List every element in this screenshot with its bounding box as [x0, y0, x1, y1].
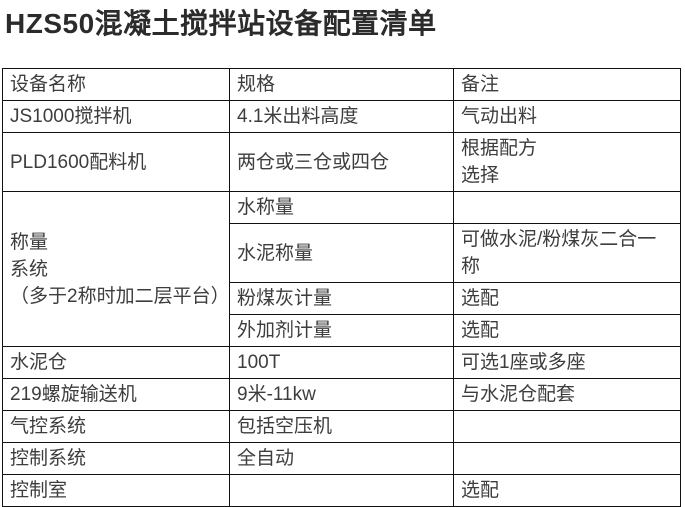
table-cell: [453, 410, 681, 443]
table-cell: 219螺旋输送机: [2, 378, 230, 411]
table-row: PLD1600配料机 两仓或三仓或四仓 根据配方选择: [2, 132, 681, 192]
table-cell-line: （多于2称时加二层平台）: [10, 285, 230, 307]
table-cell: 水称量: [229, 191, 454, 224]
column-header-equipment-name: 设备名称: [2, 68, 230, 101]
column-header-specification: 规格: [229, 68, 454, 101]
table-cell: JS1000搅拌机: [2, 100, 230, 133]
equipment-table-head: 设备名称 规格 备注: [2, 68, 681, 101]
table-cell: 选配: [453, 282, 681, 315]
table-cell: 水泥仓: [2, 346, 230, 379]
column-header-remarks: 备注: [453, 68, 681, 101]
table-row: 219螺旋输送机 9米-11kw 与水泥仓配套: [2, 378, 681, 411]
table-cell: 水泥称量: [229, 223, 454, 283]
table-cell: 100T: [229, 346, 454, 379]
table-cell: 外加剂计量: [229, 314, 454, 347]
table-cell: 与水泥仓配套: [453, 378, 681, 411]
table-cell: 粉煤灰计量: [229, 282, 454, 315]
table-cell: 可选1座或多座: [453, 346, 681, 379]
table-row: 控制系统 全自动: [2, 442, 681, 475]
table-row: 控制室 选配: [2, 474, 681, 507]
equipment-table: 设备名称 规格 备注 JS1000搅拌机 4.1米出料高度 气动出料 PLD1600配…: [2, 68, 681, 507]
table-cell: 两仓或三仓或四仓: [229, 132, 454, 192]
table-row: 气控系统 包括空压机: [2, 410, 681, 443]
equipment-table-body: JS1000搅拌机 4.1米出料高度 气动出料 PLD1600配料机 两仓或三仓或四仓根…: [2, 100, 681, 507]
table-cell: 选配: [453, 474, 681, 507]
table-cell: 称量系统 （多于2称时加二层平台）: [2, 191, 230, 347]
table-cell: 可做水泥/粉煤灰二合一称: [453, 223, 681, 283]
table-cell: [453, 191, 681, 224]
table-cell: 选配: [453, 314, 681, 347]
table-row: 水泥仓 100T 可选1座或多座: [2, 346, 681, 379]
table-cell: 包括空压机: [229, 410, 454, 443]
table-row: JS1000搅拌机 4.1米出料高度 气动出料: [2, 100, 681, 133]
table-cell-line: 选择: [461, 165, 500, 186]
table-row: 外加剂计量 选配: [3, 314, 681, 347]
table-header-row: 设备名称 规格 备注: [2, 68, 681, 101]
table-cell: 控制系统: [2, 442, 230, 475]
table-cell: 气控系统: [2, 410, 230, 443]
table-cell: PLD1600配料机: [2, 132, 230, 192]
table-cell-line: 称量: [10, 231, 49, 253]
table-row: 粉煤灰计量 选配: [3, 282, 681, 315]
table-cell: 根据配方 选择: [453, 132, 681, 192]
page-title: HZS50混凝土搅拌站设备配置清单: [5, 8, 437, 39]
table-cell: 9米-11kw: [229, 378, 454, 411]
table-cell-line: 根据配方: [461, 138, 538, 159]
table-cell: [453, 442, 681, 475]
table-cell: 4.1米出料高度: [229, 100, 454, 133]
table-cell: 全自动: [229, 442, 454, 475]
table-row: 称量系统 （多于2称时加二层平台） 水称量: [2, 191, 681, 347]
table-row: 水泥称量 可做水泥/粉煤灰二合一称: [3, 223, 681, 283]
table-cell: 气动出料: [453, 100, 681, 133]
table-cell: 控制室: [2, 474, 230, 507]
table-cell: [229, 474, 454, 507]
table-cell-line: 系统: [10, 258, 49, 280]
